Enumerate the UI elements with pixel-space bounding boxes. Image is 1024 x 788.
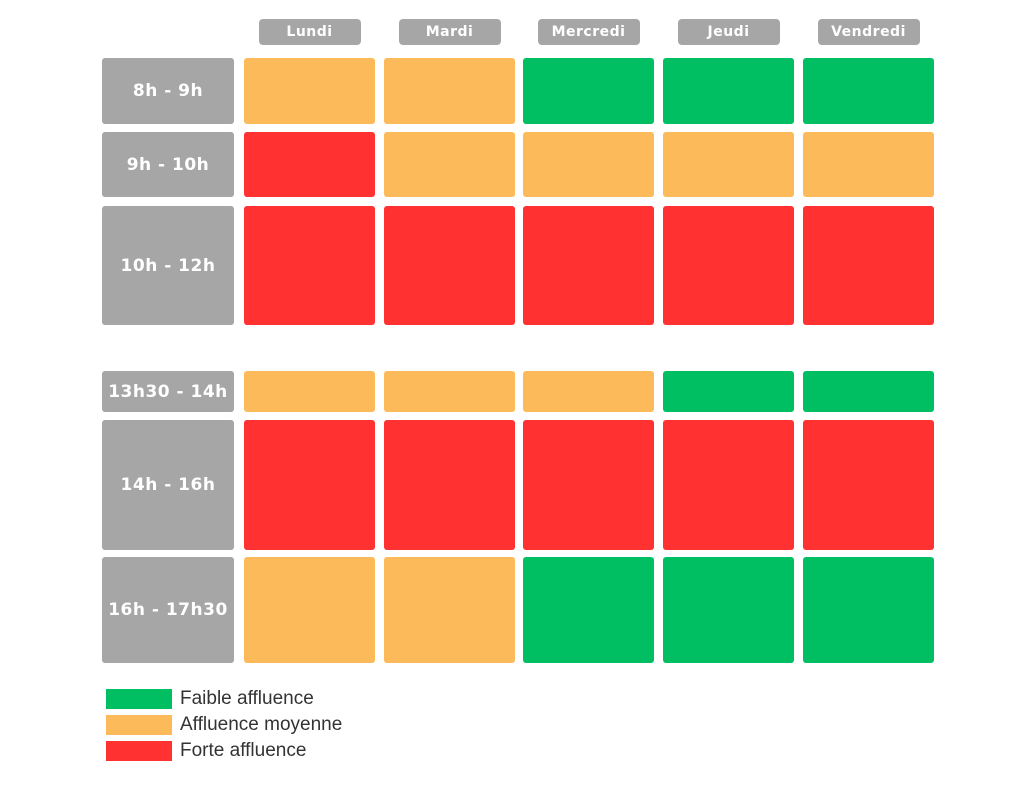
legend-swatch-forte (106, 741, 172, 761)
heatmap-cell (803, 132, 934, 197)
heatmap-cell (244, 371, 375, 412)
legend-label-forte: Forte affluence (180, 740, 307, 761)
heatmap-cell (523, 58, 654, 124)
heatmap-cell (523, 557, 654, 663)
heatmap-cell (663, 58, 794, 124)
heatmap-cell (384, 132, 515, 197)
heatmap-cell (244, 58, 375, 124)
heatmap-cell (244, 420, 375, 550)
heatmap-cell (244, 206, 375, 325)
day-label-mardi: Mardi (398, 19, 501, 45)
heatmap-cell (663, 371, 794, 412)
heatmap-cell (244, 557, 375, 663)
time-slot-label: 10h - 12h (102, 206, 234, 325)
heatmap-cell (803, 420, 934, 550)
time-slot-label: 14h - 16h (102, 420, 234, 550)
day-label-lundi: Lundi (258, 19, 361, 45)
heatmap-cell (523, 371, 654, 412)
heatmap-cell (803, 371, 934, 412)
heatmap-cell (384, 206, 515, 325)
heatmap-cell (244, 132, 375, 197)
heatmap-cell (803, 557, 934, 663)
time-slot-label: 9h - 10h (102, 132, 234, 197)
heatmap-cell (384, 557, 515, 663)
heatmap-cell (384, 420, 515, 550)
legend-swatch-faible (106, 689, 172, 709)
heatmap-cell (523, 420, 654, 550)
heatmap-cell (663, 206, 794, 325)
heatmap-cell (803, 58, 934, 124)
heatmap-cell (663, 420, 794, 550)
legend-swatch-moyenne (106, 715, 172, 735)
time-slot-label: 8h - 9h (102, 58, 234, 124)
day-label-mercredi: Mercredi (537, 19, 640, 45)
heatmap-cell (523, 132, 654, 197)
heatmap-cell (803, 206, 934, 325)
heatmap-cell (384, 58, 515, 124)
time-slot-label: 16h - 17h30 (102, 557, 234, 663)
heatmap-cell (663, 132, 794, 197)
day-label-vendredi: Vendredi (817, 19, 920, 45)
heatmap-cell (384, 371, 515, 412)
legend-label-moyenne: Affluence moyenne (180, 714, 343, 735)
heatmap-cell (663, 557, 794, 663)
day-label-jeudi: Jeudi (677, 19, 780, 45)
heatmap-cell (523, 206, 654, 325)
legend-label-faible: Faible affluence (180, 688, 314, 709)
time-slot-label: 13h30 - 14h (102, 371, 234, 412)
